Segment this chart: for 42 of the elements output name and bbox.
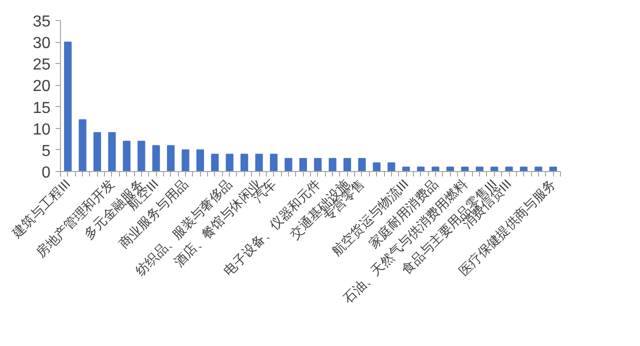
- bar: [255, 154, 263, 172]
- bar: [166, 145, 175, 172]
- bar: [372, 162, 380, 172]
- bar: [534, 166, 542, 172]
- bar: [314, 158, 322, 172]
- bar: [284, 158, 292, 172]
- bar: [240, 154, 248, 172]
- bar: [416, 166, 425, 172]
- bar: [343, 158, 352, 172]
- bar: [152, 145, 160, 172]
- bar: [432, 166, 440, 172]
- bar: [446, 166, 454, 172]
- bar: [211, 154, 219, 172]
- bar: [270, 154, 278, 172]
- y-tick-label: 25: [32, 56, 51, 74]
- bar: [226, 154, 234, 172]
- bar: [388, 162, 396, 172]
- bar: [64, 42, 72, 172]
- bar: [520, 166, 528, 172]
- y-tick-label: 10: [32, 121, 51, 138]
- y-tick-label: 20: [32, 78, 51, 96]
- bar: [122, 140, 130, 172]
- bar: [549, 166, 557, 172]
- bar: [328, 158, 336, 172]
- bar: [138, 140, 146, 172]
- y-tick-label: 15: [32, 100, 51, 117]
- bar: [476, 166, 484, 172]
- bar: [108, 132, 116, 172]
- bar: [182, 149, 190, 172]
- bar: [78, 119, 86, 172]
- bar: [358, 158, 366, 172]
- y-tick-label: 35: [32, 14, 51, 30]
- bar: [93, 132, 102, 172]
- bar: [299, 158, 307, 172]
- bar: [461, 166, 469, 172]
- y-tick-label: 5: [42, 142, 51, 160]
- bar: [402, 166, 410, 172]
- y-tick-label: 30: [32, 35, 51, 52]
- y-tick-label: 0: [42, 164, 51, 182]
- bar: [196, 149, 204, 172]
- bar: [505, 166, 513, 172]
- bar: [490, 166, 498, 172]
